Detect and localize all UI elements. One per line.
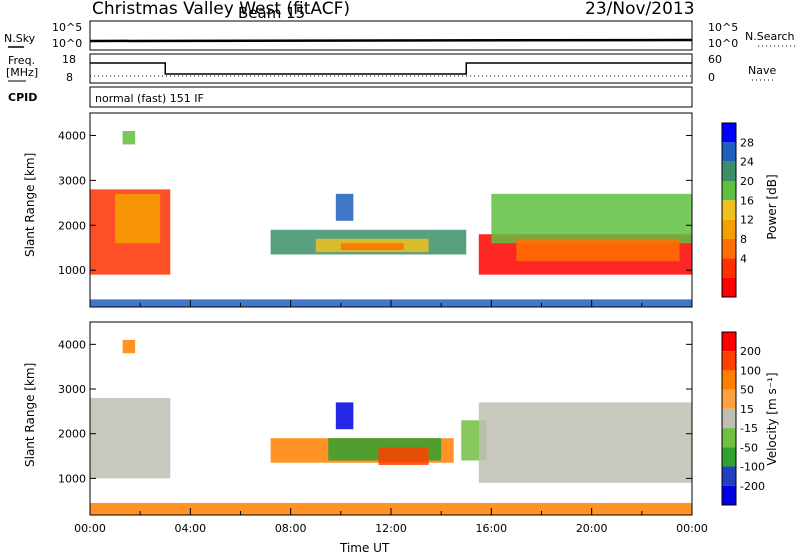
freq-trace [90,62,692,75]
power-colorbar-swatch [722,142,736,162]
velocity-colorbar-tick-label: 50 [740,384,754,397]
freq-tick-top: 18 [62,53,76,66]
velocity-colorbar-swatch [722,351,736,371]
velocity-colorbar-swatch [722,389,736,409]
velocity-colorbar-tick-label: 100 [740,364,761,377]
power-scatter-band-2 [122,130,136,145]
power-colorbar-label: Power [dB] [765,174,779,240]
velocity-colorbar-swatch [722,408,736,429]
power-scatter-band-1 [115,193,161,244]
power-colorbar-tick-label: 24 [740,156,754,169]
power-colorbar-swatch [722,277,736,297]
cpid-panel [89,86,693,108]
cpid-value: normal (fast) 151 IF [95,92,204,105]
nsky-tick-bottom: 10^0 [52,37,83,50]
power-ylabel: Slant Range [km] [23,152,37,257]
power-colorbar-swatch [722,161,736,181]
freq-tick-bottom: 8 [66,71,73,84]
velocity-colorbar-swatch [722,485,736,505]
velocity-colorbar-swatch [722,447,736,467]
station-title: Christmas Valley West (fitACF) [92,0,351,19]
power-colorbar-tick-label: 16 [740,194,754,207]
power-colorbar-swatch [722,181,736,201]
beam-label: Beam 15 [238,4,306,22]
power-colorbar-frame [721,122,737,298]
velocity-colorbar-tick-label: -100 [740,461,765,474]
nave-tick-bottom: 0 [708,71,715,84]
xtick-label: 16:00 [475,522,507,535]
velocity-colorbar-tick-label: 200 [740,345,761,358]
velocity-ylabel: Slant Range [km] [23,362,37,467]
heatmap-velocity [90,339,692,515]
freq-panel [89,53,693,84]
power-colorbar-tick-label: 28 [740,136,754,149]
velocity-ytick-label: 4000 [58,338,86,351]
power-ytick-label: 4000 [58,129,86,142]
velocity-colorbar-label: Velocity [m s⁻¹] [765,372,779,466]
velocity-colorbar-frame [721,331,737,506]
xtick-label: 12:00 [375,522,407,535]
power-scatter-band-6 [335,193,354,221]
velocity-scatter-band-1 [122,339,136,354]
xtick-label: 08:00 [275,522,307,535]
velocity-colorbar-tick-label: -50 [740,441,758,454]
velocity-colorbar-swatch [722,332,736,352]
velocity-colorbar-tick-label: -200 [740,480,765,493]
nsearch-label: N.Search [745,30,795,43]
freq-unit-label: [MHz] [6,66,39,79]
power-scatter-band-8 [491,193,692,244]
velocity-ytick-label: 1000 [58,472,86,485]
nave-tick-top: 60 [708,53,722,66]
power-colorbar-swatch [722,200,736,220]
xtick-label: 04:00 [174,522,206,535]
nsearch-tick-bottom: 10^0 [708,37,739,50]
power-scatter-band-5 [340,243,404,250]
plot-title: Christmas Valley West (fitACF) [92,0,350,18]
xaxis-label: Time UT [340,541,390,555]
power-colorbar-swatch [722,219,736,239]
power-colorbar-swatch [722,239,736,259]
velocity-scatter-band-4 [378,447,429,465]
xtick-label: 00:00 [676,522,708,535]
power-colorbar-tick-label: 12 [740,214,754,227]
cpid-label: CPID [8,91,38,104]
heatmap-power [90,130,692,307]
power-colorbar-tick-label: 4 [740,252,747,265]
nsky-panel [89,20,693,51]
xtick-label: 00:00 [74,522,106,535]
xtick-label: 20:00 [576,522,608,535]
power-colorbar-tick-label: 8 [740,233,747,246]
power-ytick-label: 2000 [58,219,86,232]
power-ytick-label: 1000 [58,264,86,277]
velocity-scatter-band-0 [90,397,171,479]
nsky-tick-top: 10^5 [52,21,83,34]
nsearch-tick-top: 10^5 [708,21,739,34]
nsky-trace [89,38,693,43]
velocity-ytick-label: 2000 [58,428,86,441]
date-label: 23/Nov/2013 [585,0,695,19]
power-colorbar-tick-label: 20 [740,175,754,188]
power-colorbar-swatch [722,123,736,143]
velocity-colorbar-swatch [722,428,736,448]
power-colorbar-swatch [722,258,736,278]
velocity-colorbar-tick-label: -15 [740,422,758,435]
power-ytick-label: 3000 [58,174,86,187]
nsky-label: N.Sky [4,32,36,45]
nave-label: Nave [748,64,777,77]
velocity-colorbar-swatch [722,370,736,390]
velocity-colorbar-swatch [722,466,736,486]
velocity-ytick-label: 3000 [58,383,86,396]
freq-label: Freq. [8,54,36,67]
velocity-colorbar-tick-label: 15 [740,403,754,416]
velocity-scatter-band-5 [335,402,354,430]
power-scatter-band-9 [516,238,680,262]
velocity-scatter-band-7 [478,402,692,483]
